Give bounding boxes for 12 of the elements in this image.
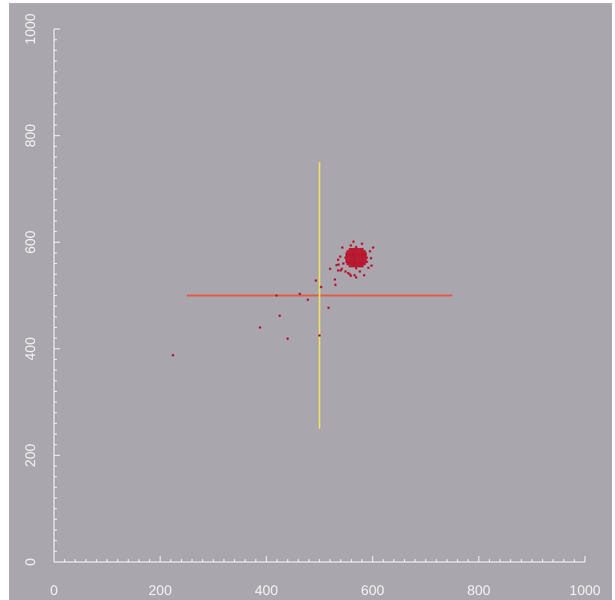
y-tick-label: 800 — [22, 124, 38, 148]
y-tick-label: 200 — [22, 444, 38, 468]
x-tick-label: 0 — [50, 582, 58, 598]
y-tick-label: 600 — [22, 230, 38, 254]
x-tick-label: 800 — [467, 582, 491, 598]
x-tick-label: 400 — [254, 582, 278, 598]
x-tick-label: 1000 — [569, 582, 601, 598]
x-tick-label: 200 — [148, 582, 172, 598]
x-tick-label: 600 — [360, 582, 384, 598]
y-tick-label: 400 — [22, 336, 38, 360]
y-tick-label: 0 — [22, 558, 38, 566]
y-tick-label: 1000 — [22, 13, 38, 45]
